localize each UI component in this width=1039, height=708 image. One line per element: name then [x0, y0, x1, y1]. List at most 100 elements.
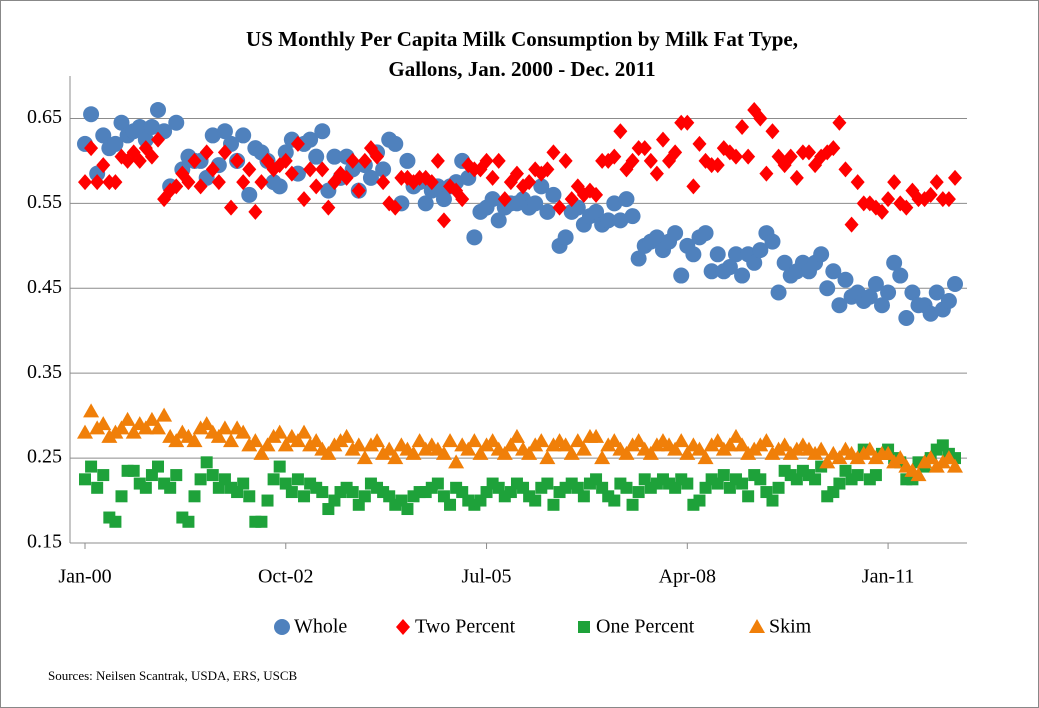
- y-tick-label: 0.45: [27, 276, 62, 298]
- data-point: [143, 411, 160, 426]
- data-point: [612, 212, 629, 229]
- data-point: [850, 174, 865, 191]
- data-point: [369, 433, 386, 448]
- x-tick-label: Apr-08: [659, 566, 716, 588]
- data-point: [435, 445, 452, 460]
- data-point: [113, 114, 130, 131]
- data-point: [922, 305, 939, 322]
- data-point: [235, 424, 252, 439]
- data-point: [503, 174, 518, 191]
- data-point: [880, 284, 897, 301]
- data-point: [351, 182, 366, 199]
- data-point: [243, 490, 256, 503]
- data-point: [667, 225, 684, 242]
- data-point: [557, 437, 574, 452]
- data-point: [618, 445, 635, 460]
- data-point: [819, 454, 836, 469]
- data-point: [237, 477, 250, 490]
- data-point: [831, 297, 848, 314]
- data-point: [630, 433, 647, 448]
- data-point: [606, 195, 623, 212]
- data-point: [833, 477, 846, 490]
- data-point: [411, 433, 428, 448]
- data-point: [813, 441, 830, 456]
- data-point: [680, 114, 695, 131]
- data-point: [484, 433, 501, 448]
- data-point: [904, 284, 921, 301]
- data-point: [119, 411, 136, 426]
- data-point: [247, 433, 264, 448]
- data-point: [588, 428, 605, 443]
- data-point: [819, 280, 836, 297]
- data-point: [709, 433, 726, 448]
- data-point: [831, 450, 848, 465]
- data-point: [594, 450, 611, 465]
- data-point: [150, 420, 167, 435]
- data-point: [789, 169, 804, 186]
- data-point: [168, 433, 185, 448]
- data-point: [522, 174, 537, 191]
- data-point: [253, 445, 270, 460]
- data-point: [85, 460, 98, 473]
- data-point: [235, 127, 252, 144]
- data-point: [941, 191, 956, 208]
- data-point: [127, 464, 140, 477]
- data-point: [248, 203, 263, 220]
- data-point: [430, 152, 445, 169]
- legend-label: Skim: [769, 616, 812, 638]
- x-tick-label: Jul-05: [462, 566, 512, 588]
- data-point: [869, 469, 882, 482]
- data-point: [326, 148, 343, 165]
- data-point: [205, 161, 220, 178]
- data-point: [569, 433, 586, 448]
- data-point: [217, 144, 232, 161]
- data-point: [606, 433, 623, 448]
- data-point: [776, 254, 793, 271]
- data-point: [625, 152, 640, 169]
- data-point: [125, 424, 142, 439]
- data-point: [948, 169, 962, 186]
- data-point: [764, 233, 781, 250]
- data-point: [121, 464, 134, 477]
- data-point: [168, 114, 185, 131]
- data-point: [444, 498, 457, 511]
- data-point: [321, 199, 336, 216]
- data-point: [466, 229, 483, 246]
- data-point: [241, 186, 258, 203]
- data-point: [837, 271, 854, 288]
- data-point: [770, 284, 787, 301]
- data-point: [727, 246, 744, 263]
- data-point: [151, 131, 166, 148]
- data-point: [150, 101, 167, 118]
- y-tick-label: 0.25: [27, 446, 62, 468]
- data-point: [545, 186, 562, 203]
- data-point: [193, 178, 208, 195]
- data-point: [752, 242, 769, 259]
- data-point: [947, 276, 963, 293]
- data-point: [315, 161, 330, 178]
- data-point: [356, 450, 373, 465]
- data-point: [546, 144, 561, 161]
- data-point: [187, 152, 202, 169]
- data-point: [164, 481, 177, 494]
- data-point: [721, 259, 738, 276]
- data-point: [417, 195, 434, 212]
- legend-marker: [749, 619, 765, 633]
- y-tick-label: 0.15: [27, 531, 62, 553]
- data-point: [291, 473, 304, 486]
- data-point: [838, 161, 853, 178]
- data-point: [691, 441, 708, 456]
- data-point: [277, 437, 294, 452]
- data-point: [710, 157, 725, 174]
- data-point: [261, 494, 274, 507]
- data-point: [242, 161, 257, 178]
- data-point: [182, 515, 195, 528]
- data-point: [693, 494, 706, 507]
- data-point: [898, 309, 915, 326]
- data-point: [541, 477, 554, 490]
- data-point: [533, 178, 550, 195]
- data-point: [254, 174, 269, 191]
- data-point: [95, 127, 112, 144]
- data-point: [144, 148, 159, 165]
